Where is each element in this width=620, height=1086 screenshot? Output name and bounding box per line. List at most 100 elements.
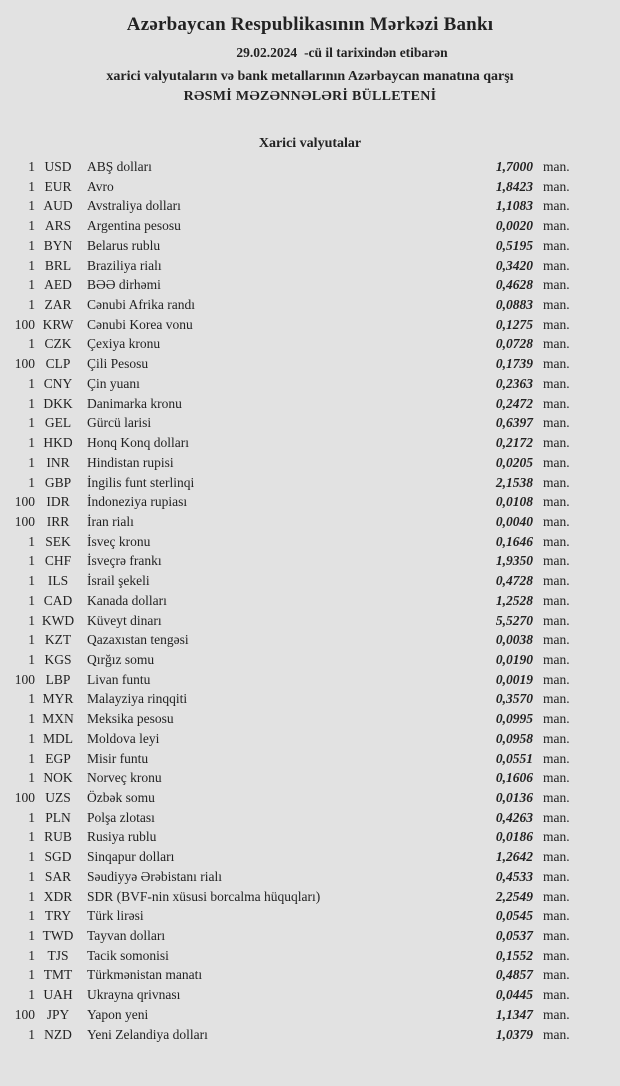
rate-row: 1 MYR Malayziya rinqqiti 0,3570 man. (0, 689, 620, 709)
currency-rate: 1,1083 (495, 198, 533, 214)
currency-quantity: 1 (28, 277, 35, 293)
rate-row: 1 GBP İngilis funt sterlinqi 2,1538 man. (0, 473, 620, 493)
currency-quantity: 1 (28, 297, 35, 313)
currency-unit: man. (543, 277, 570, 293)
currency-code: MXN (42, 711, 74, 727)
rate-row: 1 SAR Səudiyyə Ərəbistanı rialı 0,4533 m… (0, 867, 620, 887)
rate-row: 1 KWD Küveyt dinarı 5,5270 man. (0, 611, 620, 631)
currency-unit: man. (543, 375, 570, 391)
effective-date-suffix: -cü il tarixindən etibarən (304, 45, 448, 60)
currency-rate: 0,0205 (495, 454, 533, 470)
currency-rate: 0,0186 (495, 829, 533, 845)
currency-unit: man. (543, 513, 570, 529)
currency-unit: man. (543, 770, 570, 786)
currency-rate: 1,1347 (495, 1006, 533, 1022)
currency-quantity: 100 (14, 494, 35, 510)
effective-date-value: 29.02.2024 (236, 45, 298, 60)
currency-rate: 0,2172 (495, 435, 533, 451)
currency-code: BRL (44, 257, 72, 273)
currency-quantity: 1 (28, 415, 35, 431)
currency-name: Ukrayna qrivnası (87, 987, 181, 1003)
currency-unit: man. (543, 454, 570, 470)
rate-row: 1 TMT Türkmənistan manatı 0,4857 man. (0, 965, 620, 985)
rate-row: 1 BRL Braziliya rialı 0,3420 man. (0, 256, 620, 276)
rate-row: 1 DKK Danimarka kronu 0,2472 man. (0, 394, 620, 414)
currency-rate: 0,0040 (495, 513, 533, 529)
currency-unit: man. (543, 987, 570, 1003)
currency-quantity: 1 (28, 730, 35, 746)
currency-name: İngilis funt sterlinqi (87, 474, 195, 490)
rate-row: 1 NZD Yeni Zelandiya dolları 1,0379 man. (0, 1025, 620, 1045)
currency-code: AUD (43, 198, 73, 214)
currency-name: Sinqapur dolları (87, 849, 175, 865)
currency-code: AED (44, 277, 72, 293)
currency-quantity: 1 (28, 632, 35, 648)
currency-unit: man. (543, 198, 570, 214)
currency-unit: man. (543, 888, 570, 904)
currency-name: Çexiya kronu (87, 336, 161, 352)
currency-code: KWD (41, 612, 75, 628)
currency-code: SGD (44, 849, 72, 865)
currency-rate: 1,8423 (495, 178, 533, 194)
currency-unit: man. (543, 790, 570, 805)
rate-row: 1 INR Hindistan rupisi 0,0205 man. (0, 453, 620, 473)
currency-quantity: 1 (28, 218, 35, 234)
currency-name: Moldova leyi (87, 730, 160, 746)
rate-row: 1 NOK Norveç kronu 0,1606 man. (0, 768, 620, 788)
currency-rate: 0,0038 (495, 632, 533, 648)
currency-rate: 1,2642 (495, 849, 533, 865)
currency-rate: 0,0136 (495, 790, 533, 805)
currency-quantity: 100 (14, 790, 35, 805)
rate-row: 1 SEK İsveç kronu 0,1646 man. (0, 532, 620, 552)
currency-rate: 0,5195 (495, 237, 533, 253)
currency-quantity: 1 (28, 908, 35, 924)
currency-quantity: 1 (28, 237, 35, 253)
currency-quantity: 100 (14, 671, 35, 687)
rates-list: 1 USD ABŞ dolları 1,7000 man. 1 EUR Avro… (0, 157, 620, 1044)
rate-row: 1 XDR SDR (BVF-nin xüsusi borcalma hüquq… (0, 887, 620, 907)
currency-unit: man. (543, 415, 570, 431)
currency-rate: 0,0108 (495, 494, 533, 510)
currency-name: Çili Pesosu (87, 356, 149, 372)
currency-quantity: 100 (14, 1006, 35, 1022)
currency-quantity: 1 (28, 868, 35, 884)
rate-row: 1 BYN Belarus rublu 0,5195 man. (0, 236, 620, 256)
currency-rate: 0,1275 (495, 316, 533, 332)
currency-unit: man. (543, 178, 570, 194)
currency-code: EGP (45, 750, 71, 766)
currency-quantity: 1 (28, 454, 35, 470)
currency-code: TRY (44, 908, 72, 924)
currency-unit: man. (543, 691, 570, 707)
rate-row: 100 LBP Livan funtu 0,0019 man. (0, 670, 620, 690)
currency-name: Argentina pesosu (87, 218, 181, 234)
currency-name: Polşa zlotası (87, 809, 155, 825)
currency-name: Səudiyyə Ərəbistanı rialı (87, 868, 222, 884)
currency-unit: man. (543, 809, 570, 825)
currency-rate: 0,0958 (495, 730, 533, 746)
rate-row: 1 CNY Çin yuanı 0,2363 man. (0, 374, 620, 394)
currency-quantity: 100 (14, 316, 35, 332)
currency-unit: man. (543, 218, 570, 234)
currency-code: TJS (47, 947, 69, 963)
currency-name: Malayziya rinqqiti (87, 691, 188, 707)
currency-rate: 0,0545 (495, 908, 533, 924)
currency-code: BYN (43, 237, 73, 253)
currency-rate: 0,3570 (495, 691, 533, 707)
currency-name: Rusiya rublu (87, 829, 157, 845)
currency-unit: man. (543, 474, 570, 490)
currency-unit: man. (543, 494, 570, 510)
currency-name: Küveyt dinarı (87, 612, 162, 628)
currency-rate: 0,1739 (495, 356, 533, 372)
currency-rate: 0,1552 (495, 947, 533, 963)
currency-rate: 0,2363 (495, 375, 533, 391)
currency-unit: man. (543, 829, 570, 845)
currency-rate: 0,1646 (495, 533, 533, 549)
currency-code: CLP (45, 356, 71, 372)
currency-unit: man. (543, 237, 570, 253)
currency-quantity: 1 (28, 612, 35, 628)
rate-row: 1 ARS Argentina pesosu 0,0020 man. (0, 216, 620, 236)
rate-row: 1 EUR Avro 1,8423 man. (0, 177, 620, 197)
currency-name: Tacik somonisi (87, 947, 169, 963)
currency-rate: 0,4533 (495, 868, 533, 884)
currency-rate: 0,2472 (495, 395, 533, 411)
